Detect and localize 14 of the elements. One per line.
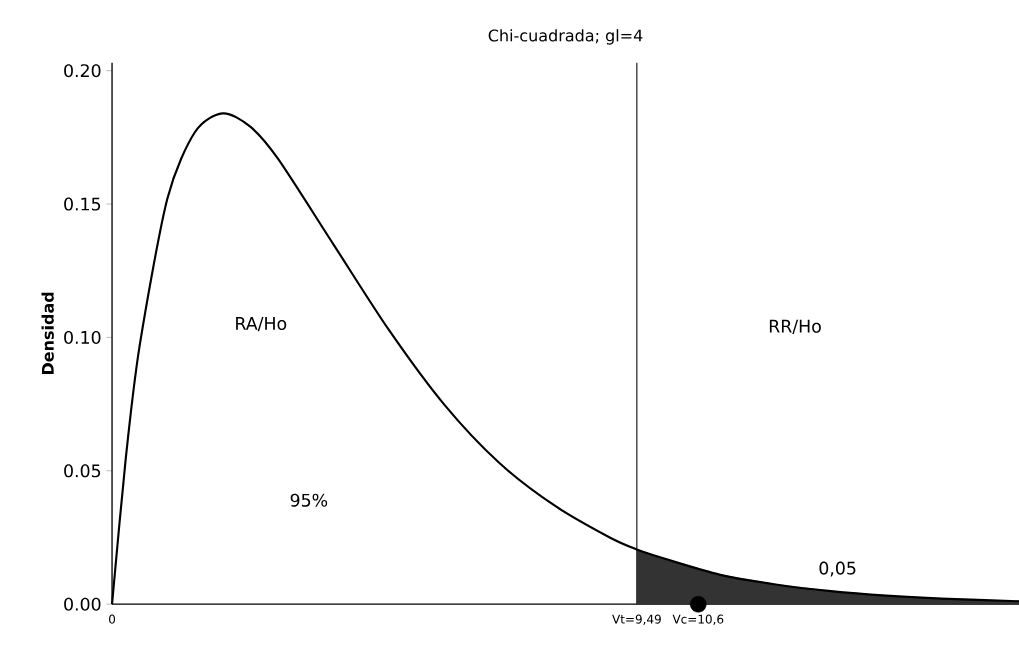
x-tick-label: Vt=9,49	[612, 614, 661, 625]
y-tick-label: 0.10	[64, 330, 101, 344]
y-tick-label: 0.05	[64, 464, 101, 478]
annotation: RA/Ho	[236, 317, 287, 332]
y-tick-label: 0.20	[64, 64, 101, 78]
x-tick-label: 0	[109, 614, 116, 624]
chart-title: Chi-cuadrada; gl=4	[488, 29, 643, 45]
annotation: 95%	[290, 493, 328, 507]
x-tick-label: Vc=10,6	[672, 614, 724, 625]
y-tick-label: 0.00	[64, 597, 101, 611]
y-axis-title: Densidad	[41, 292, 54, 375]
annotation: RR/Ho	[769, 319, 821, 334]
y-tick-label: 0.15	[64, 197, 101, 211]
annotation: 0,05	[819, 561, 856, 577]
